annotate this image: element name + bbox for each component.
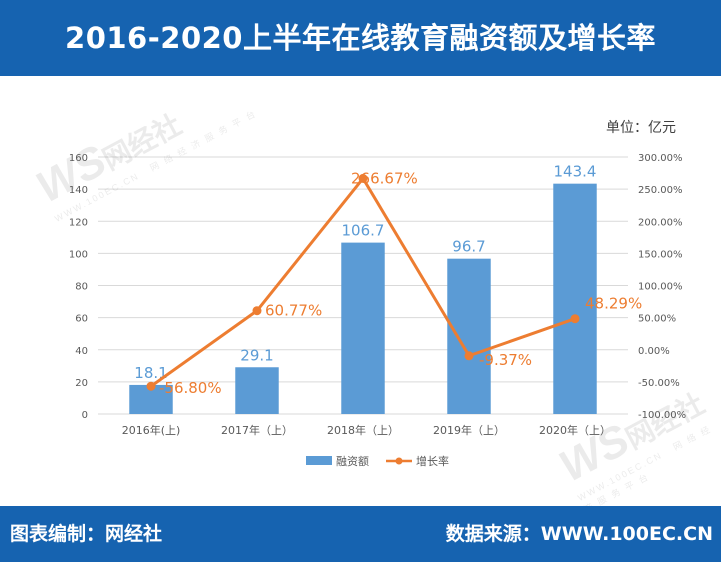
line-data-label: 60.77% bbox=[265, 302, 322, 320]
line-point bbox=[358, 173, 368, 183]
y-left-tick-label: 140 bbox=[69, 185, 88, 196]
bar-data-label: 29.1 bbox=[240, 346, 273, 364]
legend-swatch-bar bbox=[306, 456, 332, 465]
legend-label-bar: 融资额 bbox=[336, 455, 369, 468]
chart-svg: 单位：亿元 0 20 40 60 80 100 120 140 160 -100.00% -50.00… bbox=[69, 120, 686, 468]
bar bbox=[235, 367, 279, 414]
y-left-tick-label: 160 bbox=[69, 153, 88, 164]
bar-data-label: 106.7 bbox=[342, 222, 385, 240]
footer-bar: 图表编制：网经社 数据来源：WWW.100EC.CN bbox=[0, 506, 721, 562]
legend-label-line: 增长率 bbox=[416, 454, 449, 468]
bar bbox=[447, 258, 491, 414]
x-tick-label: 2018年（上） bbox=[327, 423, 399, 437]
unit-label: 单位：亿元 bbox=[606, 120, 676, 136]
y-right-tick-label: 100.00% bbox=[638, 282, 683, 293]
x-tick-label: 2017年（上） bbox=[221, 423, 293, 437]
legend-marker bbox=[395, 457, 403, 465]
y-right-tick-label: 200.00% bbox=[638, 217, 683, 228]
y-right-tick-label: -50.00% bbox=[638, 378, 680, 389]
y-left-tick-label: 0 bbox=[82, 410, 88, 421]
y-right-tick-label: 250.00% bbox=[638, 185, 683, 196]
line-data-label: -9.37% bbox=[479, 351, 532, 369]
y-left-tick-label: 120 bbox=[69, 217, 88, 228]
bar bbox=[341, 242, 385, 414]
x-tick-label: 2020年（上） bbox=[539, 423, 611, 437]
bar-data-label: 18.1 bbox=[134, 364, 167, 382]
y-right-tick-label: 50.00% bbox=[638, 314, 676, 325]
line-point bbox=[252, 306, 262, 316]
line-point bbox=[464, 351, 474, 361]
chart-area: WS网经社 WWW.100EC.CN 网 络 经 济 服 务 平 台 WS网经社… bbox=[0, 76, 721, 514]
line-data-label: -56.80% bbox=[159, 379, 222, 397]
y-left-tick-label: 100 bbox=[69, 249, 88, 260]
x-tick-label: 2016年(上) bbox=[122, 423, 181, 437]
bar-data-label: 96.7 bbox=[452, 238, 485, 256]
chart-credit: 图表编制：网经社 bbox=[10, 523, 163, 545]
y-left-tick-label: 20 bbox=[75, 378, 88, 389]
y-left-tick-label: 80 bbox=[75, 282, 88, 293]
y-right-tick-label: 150.00% bbox=[638, 249, 683, 260]
line-point bbox=[570, 314, 580, 324]
line-point bbox=[146, 381, 156, 391]
page-title: 2016-2020上半年在线教育融资额及增长率 bbox=[65, 21, 656, 55]
y-left-tick-label: 40 bbox=[75, 346, 88, 357]
bar-data-label: 143.4 bbox=[554, 163, 597, 181]
y-right-tick-label: -100.00% bbox=[638, 410, 686, 421]
y-right-tick-label: 0.00% bbox=[638, 346, 670, 357]
line-data-label: 266.67% bbox=[351, 169, 418, 187]
bar bbox=[553, 183, 597, 414]
y-right-tick-label: 300.00% bbox=[638, 153, 683, 164]
data-source: 数据来源：WWW.100EC.CN bbox=[445, 523, 713, 545]
line-data-label: 48.29% bbox=[585, 295, 642, 313]
title-bar: 2016-2020上半年在线教育融资额及增长率 bbox=[0, 0, 721, 76]
x-tick-label: 2019年（上） bbox=[433, 423, 505, 437]
y-left-tick-label: 60 bbox=[75, 314, 88, 325]
